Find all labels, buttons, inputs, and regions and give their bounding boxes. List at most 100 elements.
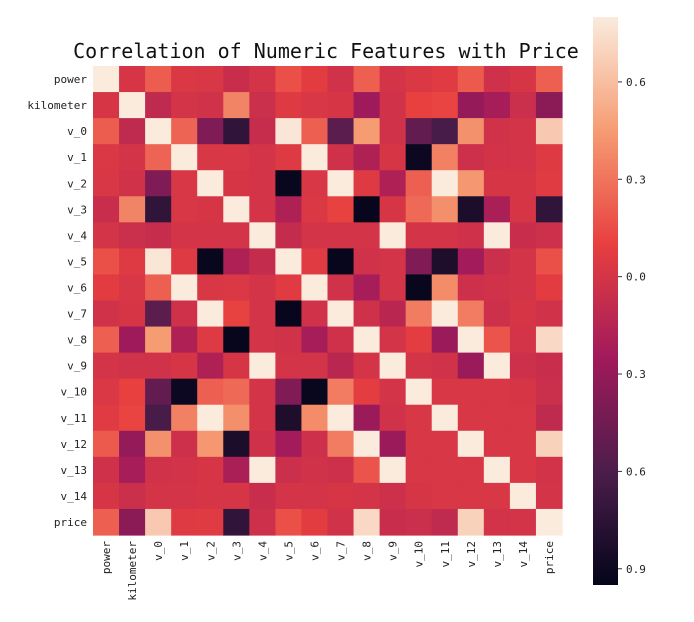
- heatmap-cell-v_1-price: [535, 144, 563, 171]
- heatmap-cell-v_14-v_3: [223, 482, 250, 510]
- heatmap-cell-v_11-v_10: [405, 404, 433, 432]
- heatmap-cell-v_3-v_1: [171, 196, 198, 223]
- heatmap-cell-v_9-v_13: [483, 352, 511, 380]
- heatmap-cell-v_0-v_10: [405, 118, 433, 145]
- heatmap-cell-v_11-v_9: [379, 404, 407, 432]
- heatmap-cell-v_12-v_5: [275, 430, 303, 458]
- heatmap-cell-v_11-v_14: [509, 404, 537, 432]
- heatmap-cell-v_0-v_6: [301, 118, 329, 145]
- heatmap-cell-v_5-power: [93, 248, 120, 276]
- heatmap-cell-price-v_7: [327, 508, 355, 536]
- heatmap-cell-v_0-v_8: [353, 118, 381, 145]
- heatmap-cell-v_9-v_12: [457, 352, 485, 380]
- heatmap-cell-v_12-v_12: [457, 430, 485, 458]
- heatmap-cell-v_3-v_0: [145, 196, 172, 223]
- heatmap-cell-v_6-power: [93, 274, 120, 302]
- heatmap-cell-price-v_4: [249, 508, 276, 536]
- column-label-v_8: v_8: [361, 541, 374, 561]
- heatmap-cell-v_11-v_0: [145, 404, 172, 432]
- heatmap-cell-v_11-v_5: [275, 404, 303, 432]
- heatmap-cell-v_1-v_10: [405, 144, 433, 171]
- heatmap-cell-price-v_10: [405, 508, 433, 536]
- column-tick-labels: power kilometer v_0 v_1 v_2 v_3 v_4 v_5 v_6 v_7 v_…: [100, 541, 556, 601]
- row-label-v_12: v_12: [61, 438, 88, 451]
- row-label-v_3: v_3: [67, 203, 87, 216]
- heatmap-cell-v_8-power: [93, 326, 120, 354]
- heatmap-cell-v_0-v_7: [327, 118, 355, 145]
- heatmap-cell-power-v_10: [405, 66, 433, 93]
- heatmap-cell-v_6-v_5: [275, 274, 303, 302]
- heatmap-cell-kilometer-v_10: [405, 92, 433, 119]
- heatmap-cell-v_14-v_14: [509, 482, 537, 510]
- heatmap-cell-v_1-v_7: [327, 144, 355, 171]
- heatmap-cell-v_7-v_9: [379, 300, 407, 328]
- heatmap-cell-v_10-v_5: [275, 378, 303, 406]
- heatmap-cell-v_7-v_2: [197, 300, 224, 328]
- heatmap-cell-v_7-v_0: [145, 300, 172, 328]
- heatmap-cell-v_5-kilometer: [119, 248, 146, 276]
- heatmap-cell-v_8-v_3: [223, 326, 250, 354]
- heatmap-cell-v_13-v_6: [301, 456, 329, 484]
- heatmap-cell-v_14-v_9: [379, 482, 407, 510]
- row-label-v_2: v_2: [67, 177, 87, 190]
- heatmap-cell-v_1-v_1: [171, 144, 198, 171]
- heatmap-cell-v_13-power: [93, 456, 120, 484]
- heatmap-cell-v_14-power: [93, 482, 120, 510]
- heatmap-cell-v_11-kilometer: [119, 404, 146, 432]
- colorbar-tick-label-3: 0.3: [626, 368, 646, 381]
- heatmap-cell-v_8-v_4: [249, 326, 276, 354]
- heatmap-cell-price-v_0: [145, 508, 172, 536]
- heatmap-cell-v_2-kilometer: [119, 170, 146, 197]
- heatmap-cell-v_14-v_8: [353, 482, 381, 510]
- heatmap-cell-v_9-v_8: [353, 352, 381, 380]
- heatmap-cell-v_1-v_9: [379, 144, 407, 171]
- heatmap-cell-price-v_11: [431, 508, 459, 536]
- heatmap-cell-v_5-v_8: [353, 248, 381, 276]
- heatmap-cell-v_8-v_2: [197, 326, 224, 354]
- heatmap-cell-v_4-v_5: [275, 222, 303, 249]
- column-label-v_9: v_9: [387, 541, 400, 561]
- column-label-v_0: v_0: [152, 541, 165, 561]
- heatmap-cell-v_14-v_12: [457, 482, 485, 510]
- heatmap-cell-v_8-v_14: [509, 326, 537, 354]
- heatmap-cell-v_11-v_11: [431, 404, 459, 432]
- heatmap-cell-v_10-v_12: [457, 378, 485, 406]
- heatmap-cell-v_9-v_4: [249, 352, 276, 380]
- heatmap-cell-v_7-v_8: [353, 300, 381, 328]
- heatmap-cell-v_13-v_12: [457, 456, 485, 484]
- column-label-v_1: v_1: [178, 541, 191, 561]
- heatmap-cell-v_4-v_13: [483, 222, 511, 249]
- heatmap-cell-v_8-v_10: [405, 326, 433, 354]
- heatmap-cell-v_10-v_2: [197, 378, 224, 406]
- row-label-v_6: v_6: [67, 281, 87, 294]
- heatmap-cell-v_5-v_6: [301, 248, 329, 276]
- heatmap-cell-v_6-kilometer: [119, 274, 146, 302]
- heatmap-cell-v_2-v_3: [223, 170, 250, 197]
- heatmap-cell-v_5-v_2: [197, 248, 224, 276]
- heatmap-cell-v_9-v_7: [327, 352, 355, 380]
- heatmap-cell-v_2-v_2: [197, 170, 224, 197]
- heatmap-cell-v_14-v_4: [249, 482, 276, 510]
- row-label-v_10: v_10: [61, 386, 88, 399]
- heatmap-cell-v_9-v_10: [405, 352, 433, 380]
- heatmap-cell-power-v_8: [353, 66, 381, 93]
- heatmap-cell-power-v_3: [223, 66, 250, 93]
- heatmap-cell-v_3-v_14: [509, 196, 537, 223]
- heatmap-cell-v_12-v_3: [223, 430, 250, 458]
- row-label-v_13: v_13: [61, 464, 88, 477]
- heatmap-cell-v_1-v_4: [249, 144, 276, 171]
- heatmap-cell-v_9-v_11: [431, 352, 459, 380]
- row-label-v_0: v_0: [67, 125, 87, 138]
- heatmap-cell-kilometer-v_14: [509, 92, 537, 119]
- row-label-v_5: v_5: [67, 255, 87, 268]
- heatmap-cell-power-power: [93, 66, 120, 93]
- heatmap-cell-v_2-v_6: [301, 170, 329, 197]
- heatmap-cell-v_0-power: [93, 118, 120, 145]
- row-label-v_9: v_9: [67, 360, 87, 373]
- column-label-v_2: v_2: [204, 541, 217, 561]
- heatmap-cell-kilometer-v_9: [379, 92, 407, 119]
- heatmap-cell-v_9-v_14: [509, 352, 537, 380]
- heatmap-cell-v_11-v_6: [301, 404, 329, 432]
